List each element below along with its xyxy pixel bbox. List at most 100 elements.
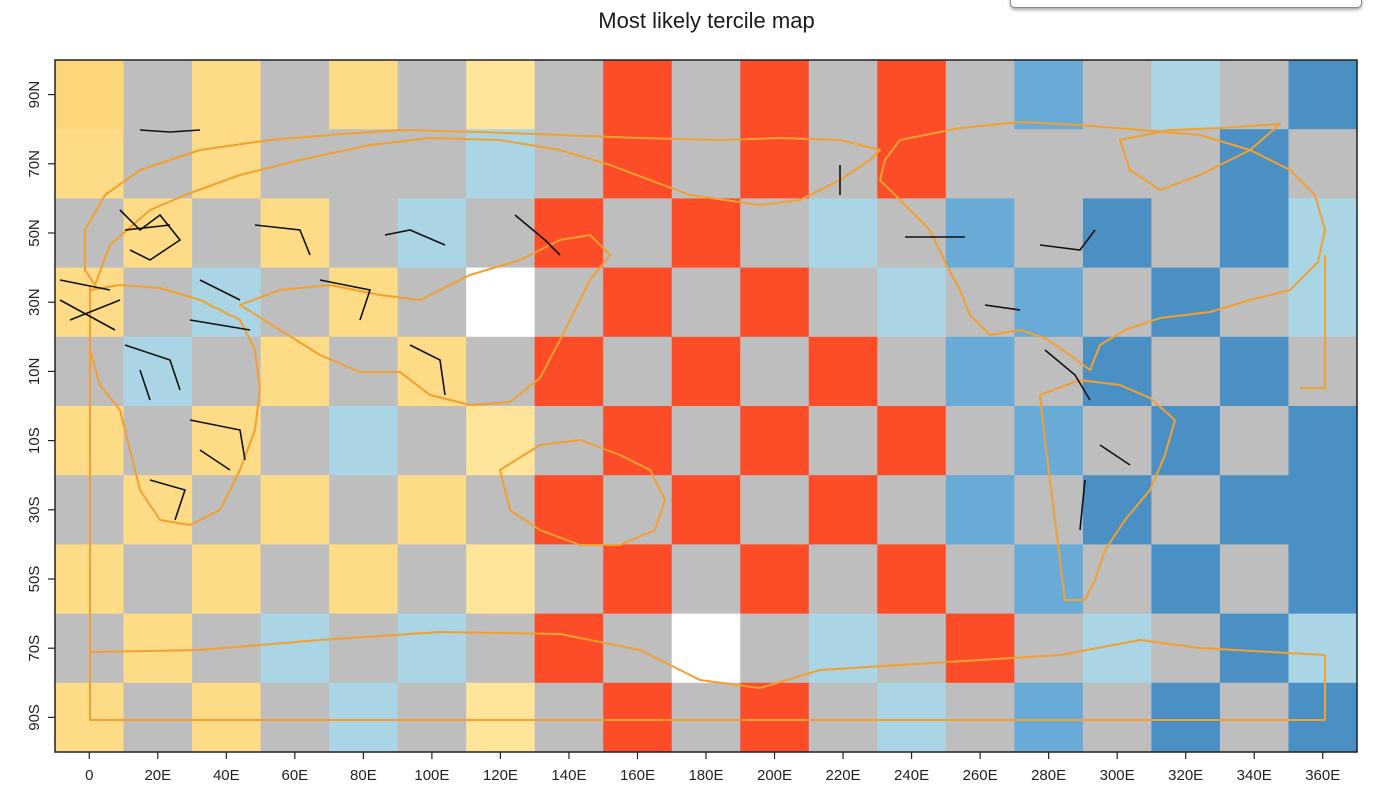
- tercile-cell: [1151, 406, 1221, 476]
- tercile-cell: [1082, 129, 1153, 199]
- tercile-cell: [260, 544, 330, 615]
- tercile-cell: [1014, 198, 1084, 269]
- border-south-america: [1079, 444, 1131, 531]
- tercile-cells: [55, 60, 1358, 753]
- tercile-cell: [671, 60, 741, 130]
- coastline-south-america: [1039, 379, 1176, 601]
- tercile-cell: [945, 129, 1015, 199]
- y-tick-label: 70N: [26, 150, 43, 178]
- tercile-cell: [123, 613, 193, 684]
- tercile-cell: [603, 406, 673, 476]
- coastline-asia-south: [239, 234, 611, 406]
- tercile-cell: [1219, 406, 1290, 476]
- tercile-cell: [1288, 60, 1358, 130]
- tercile-cell: [1014, 544, 1084, 615]
- x-tick-label: 160E: [620, 767, 655, 784]
- tercile-cell: [1082, 60, 1153, 130]
- tercile-cell: [808, 613, 878, 684]
- tercile-cell: [1082, 682, 1153, 753]
- tercile-cell: [877, 336, 947, 407]
- tercile-cell: [740, 267, 810, 338]
- tercile-cell: [1151, 544, 1221, 615]
- tercile-cell: [397, 198, 467, 269]
- x-tick-label: 360E: [1305, 767, 1340, 784]
- tercile-cell: [397, 475, 467, 545]
- tercile-cell: [1219, 60, 1290, 130]
- tercile-cell: [1014, 613, 1084, 684]
- tercile-cell: [1082, 198, 1153, 269]
- tercile-cell: [603, 682, 673, 753]
- x-tick-label: 240E: [894, 767, 929, 784]
- tercile-cell: [945, 475, 1015, 545]
- coastlines: [84, 121, 1326, 721]
- tercile-cell: [466, 60, 536, 130]
- tercile-cell: [329, 198, 399, 269]
- tercile-cell: [740, 544, 810, 615]
- tercile-cell: [740, 336, 810, 407]
- tercile-cell: [260, 129, 330, 199]
- tercile-cell: [1082, 336, 1153, 407]
- tercile-cell: [671, 613, 741, 684]
- coastline-bounding-frame: [89, 285, 1326, 721]
- tercile-cell: [603, 198, 673, 269]
- tercile-cell: [877, 60, 947, 130]
- tercile-cell: [397, 267, 467, 338]
- tercile-cell: [1014, 336, 1084, 407]
- y-tick-label: 90N: [26, 81, 43, 109]
- tercile-cell: [1288, 406, 1358, 476]
- x-tick-label: 340E: [1237, 767, 1272, 784]
- x-tick-label: 300E: [1100, 767, 1135, 784]
- coastline-eurasia: [84, 129, 881, 286]
- tercile-cell: [1014, 267, 1084, 338]
- tercile-cell: [1014, 60, 1084, 130]
- tercile-cell: [808, 60, 878, 130]
- country-borders: [59, 129, 1131, 531]
- tercile-cell: [877, 475, 947, 545]
- map-title: Most likely tercile map: [598, 8, 815, 33]
- tercile-cell: [192, 336, 262, 407]
- tercile-cell: [1014, 682, 1084, 753]
- tercile-cell: [740, 198, 810, 269]
- tercile-cell: [1082, 544, 1153, 615]
- tercile-cell: [603, 129, 673, 199]
- tercile-cell: [1288, 267, 1358, 338]
- tercile-cell: [192, 60, 262, 130]
- tercile-cell: [740, 406, 810, 476]
- tercile-cell: [945, 336, 1015, 407]
- border-russia-china: [384, 229, 446, 246]
- tercile-cell: [534, 129, 604, 199]
- x-tick-label: 180E: [688, 767, 723, 784]
- tercile-cell: [329, 406, 399, 476]
- tercile-cell: [466, 475, 536, 545]
- tercile-cell: [671, 544, 741, 615]
- tercile-cell: [260, 267, 330, 338]
- tercile-cell: [877, 267, 947, 338]
- tercile-cell: [534, 613, 604, 684]
- tercile-cell: [260, 60, 330, 130]
- tercile-cell: [671, 198, 741, 269]
- tercile-cell: [671, 682, 741, 753]
- tercile-cell: [603, 267, 673, 338]
- tercile-cell: [260, 406, 330, 476]
- tercile-cell: [534, 475, 604, 545]
- tercile-cell: [945, 60, 1015, 130]
- tercile-cell: [260, 613, 330, 684]
- tercile-cell: [1219, 613, 1290, 684]
- tercile-cell: [877, 198, 947, 269]
- x-axis: 0 20E 40E 60E 80E 100E 120E 140E 160E 180E 200E 220…: [85, 752, 1340, 784]
- tercile-cell: [1288, 613, 1358, 684]
- tercile-cell: [1151, 129, 1221, 199]
- y-tick-label: 10N: [26, 358, 43, 386]
- tercile-cell: [671, 475, 741, 545]
- x-tick-label: 20E: [144, 767, 171, 784]
- tercile-cell: [808, 406, 878, 476]
- tercile-cell: [1151, 475, 1221, 545]
- tercile-cell: [329, 129, 399, 199]
- tercile-cell: [808, 682, 878, 753]
- tercile-cell: [534, 682, 604, 753]
- x-tick-label: 220E: [826, 767, 861, 784]
- border-africa-north: [59, 279, 251, 331]
- tercile-cell: [671, 129, 741, 199]
- tercile-cell: [1014, 475, 1084, 545]
